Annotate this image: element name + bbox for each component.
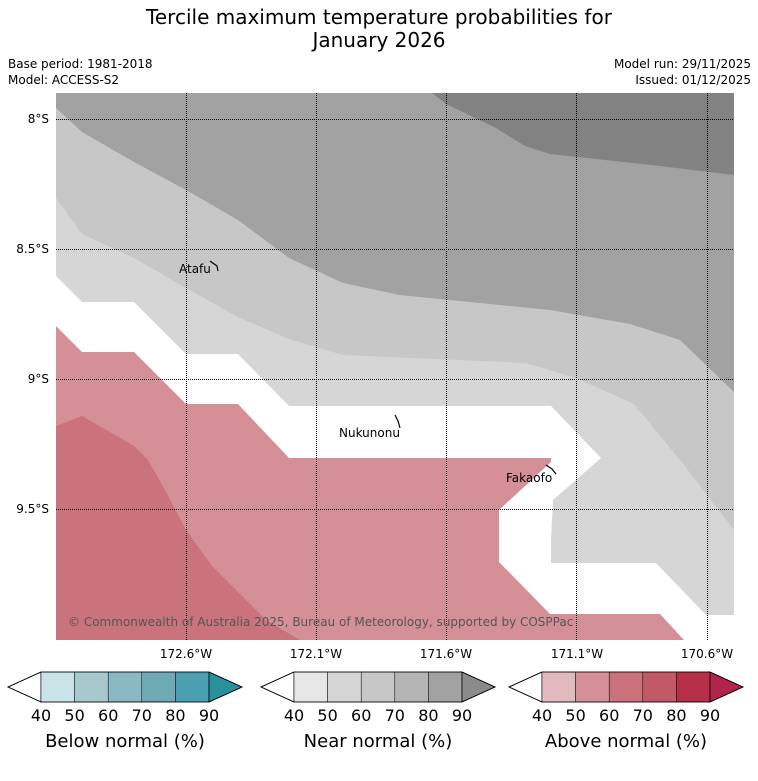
above-normal-colorbar-outline (508, 671, 744, 703)
above-normal-colorbar-segment (575, 671, 610, 703)
below-normal-colorbar-segment (175, 671, 210, 703)
issued-date: Issued: 01/12/2025 (635, 73, 751, 87)
lon-label-171-1: 171.1°W (551, 647, 603, 661)
below-normal-colorbar-segment (107, 671, 143, 703)
model-name: Model: ACCESS-S2 (8, 73, 120, 87)
model-run: Model run: 29/11/2025 (613, 57, 751, 71)
lon-label-172-6: 172.6°W (160, 647, 212, 661)
below-normal-colorbar-tick-label: 50 (64, 706, 84, 725)
above-normal-colorbar-segment (642, 671, 677, 703)
near-normal-colorbar-segment (360, 671, 396, 703)
below-normal-colorbar-segment (141, 671, 176, 703)
title-line-2: January 2026 (312, 28, 446, 52)
above-normal-colorbar-tick-label: 60 (599, 706, 619, 725)
below-normal-colorbar-segment (40, 671, 75, 703)
near-normal-colorbar-tick-label: 40 (284, 706, 304, 725)
above-normal-colorbar-title: Above normal (%) (545, 731, 707, 752)
base-period: Base period: 1981-2018 (8, 57, 153, 71)
colorbar-legends: 40 50 60 70 80 90 Below normal (%) 40 50 60 70 80 90… (7, 671, 744, 752)
near-normal-colorbar-tick-label: 70 (385, 706, 405, 725)
atafu-island-outline (209, 260, 219, 272)
below-normal-colorbar-tick-label: 90 (199, 706, 219, 725)
near-normal-colorbar: 40 50 60 70 80 90 Near normal (%) (260, 671, 496, 752)
near-normal-colorbar-min-arrow (260, 671, 295, 703)
above-normal-colorbar-max-arrow (709, 671, 744, 703)
near-normal-colorbar-outline (260, 671, 496, 703)
near-normal-colorbar-segment (394, 671, 429, 703)
above-normal-colorbar-segment (676, 671, 711, 703)
above-normal-colorbar-tick-label: 50 (565, 706, 585, 725)
below-normal-colorbar-outline (7, 671, 243, 703)
fakaofo-island-outline (545, 464, 557, 475)
nukunonu-island-outline (394, 414, 401, 429)
below-normal-colorbar: 40 50 60 70 80 90 Below normal (%) (7, 671, 243, 752)
graticule (56, 93, 734, 640)
near-normal-colorbar-max-arrow (461, 671, 496, 703)
above-normal-colorbar-segment (541, 671, 576, 703)
above-normal-colorbar-segment (608, 671, 644, 703)
near-normal-colorbar-segment (327, 671, 362, 703)
lon-label-170-6: 170.6°W (681, 647, 733, 661)
below-normal-colorbar-tick-label: 60 (98, 706, 118, 725)
above-normal-50-band (56, 326, 684, 640)
near-normal-colorbar-tick-label: 60 (351, 706, 371, 725)
longitude-labels: 172.6°W 172.1°W 171.6°W 171.1°W 170.6°W (160, 647, 733, 661)
island-markers (209, 260, 557, 475)
latitude-labels: 8°S 8.5°S 9°S 9.5°S (16, 112, 49, 516)
above-normal-60-band (56, 416, 300, 640)
title-line-1: Tercile maximum temperature probabilitie… (146, 5, 612, 29)
place-label-atafu: Atafu (179, 262, 211, 276)
below-normal-colorbar-tick-label: 40 (31, 706, 51, 725)
below-normal-colorbar-tick-label: 70 (132, 706, 152, 725)
below-normal-colorbar-title: Below normal (%) (45, 731, 205, 752)
lon-label-171-6: 171.6°W (420, 647, 472, 661)
below-normal-colorbar-max-arrow (208, 671, 243, 703)
above-normal-colorbar-min-arrow (508, 671, 543, 703)
lon-label-172-1: 172.1°W (290, 647, 342, 661)
above-normal-colorbar: 40 50 60 70 80 90 Above normal (%) (508, 671, 744, 752)
near-normal-colorbar-segment (293, 671, 328, 703)
below-normal-colorbar-tick-label: 80 (165, 706, 185, 725)
place-label-fakaofo: Fakaofo (506, 471, 552, 485)
lat-label-9-5: 9.5°S (16, 502, 49, 516)
lat-label-8-5: 8.5°S (16, 242, 49, 256)
copyright-notice: © Commonwealth of Australia 2025, Bureau… (68, 615, 573, 629)
near-normal-70-band (432, 93, 734, 175)
above-normal-colorbar-tick-label: 70 (633, 706, 653, 725)
below-normal-colorbar-segment (74, 671, 109, 703)
near-normal-colorbar-tick-label: 50 (317, 706, 337, 725)
near-normal-colorbar-segment (428, 671, 463, 703)
below-normal-colorbar-min-arrow (7, 671, 42, 703)
above-normal-colorbar-tick-label: 90 (700, 706, 720, 725)
lat-label-8: 8°S (28, 112, 49, 126)
above-normal-colorbar-tick-label: 80 (666, 706, 686, 725)
lat-label-9: 9°S (28, 372, 49, 386)
near-normal-60-band (56, 93, 734, 392)
map-area: Atafu Nukunonu Fakaofo © Commonwealth of… (56, 93, 734, 640)
near-normal-colorbar-tick-label: 90 (452, 706, 472, 725)
near-normal-colorbar-tick-label: 80 (418, 706, 438, 725)
near-normal-colorbar-title: Near normal (%) (304, 731, 453, 752)
place-label-nukunonu: Nukunonu (339, 426, 400, 440)
above-normal-colorbar-tick-label: 40 (532, 706, 552, 725)
